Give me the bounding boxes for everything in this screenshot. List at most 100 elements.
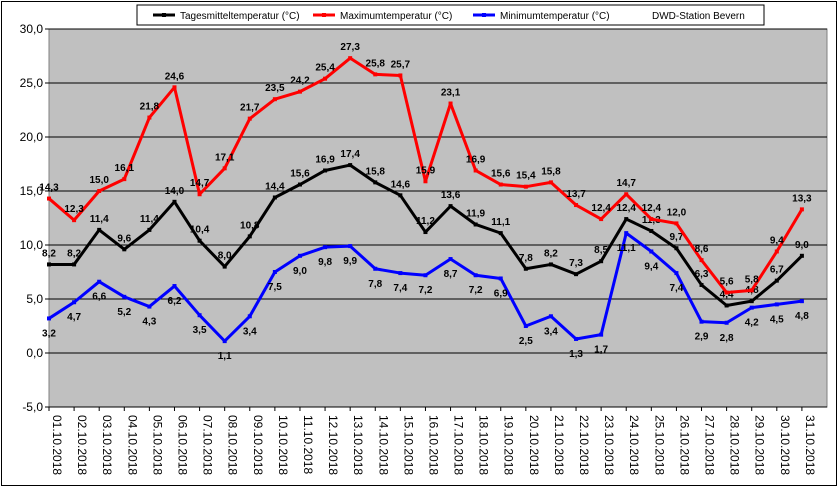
series-2-data-label: 1,3	[569, 349, 583, 360]
series-1-point	[72, 218, 77, 223]
series-0-point	[448, 204, 453, 209]
x-tick-label: 28.10.2018	[728, 415, 742, 475]
x-tick-label: 02.10.2018	[75, 415, 89, 475]
x-tick-label: 09.10.2018	[251, 415, 265, 475]
series-0-point	[272, 195, 277, 200]
legend-box	[136, 4, 765, 26]
series-2-data-label: 6,2	[168, 296, 182, 307]
series-2-data-label: 9,8	[318, 257, 332, 268]
series-1-data-label: 14,7	[190, 178, 210, 189]
series-2-data-label: 9,0	[293, 266, 307, 277]
series-2-data-label: 7,2	[469, 285, 483, 296]
series-2-point	[247, 314, 252, 319]
series-1-point	[122, 177, 127, 182]
series-1-point	[423, 179, 428, 184]
series-0-point	[523, 266, 528, 271]
series-1-point	[699, 258, 704, 263]
x-tick-label: 07.10.2018	[201, 415, 215, 475]
series-0-point	[423, 230, 428, 235]
series-1-data-label: 14,7	[616, 178, 636, 189]
series-1-data-label: 12,4	[591, 203, 611, 214]
series-2-point	[574, 336, 579, 341]
series-1-point	[272, 97, 277, 102]
series-2-point	[197, 313, 202, 318]
series-0-point	[147, 227, 152, 232]
series-2-point	[473, 273, 478, 278]
series-2-point	[799, 299, 804, 304]
series-1-data-label: 8,6	[695, 244, 709, 255]
series-2-point	[172, 284, 177, 289]
series-0-point	[373, 180, 378, 185]
series-1-data-label: 15,0	[89, 175, 109, 186]
y-tick-label: 5,0	[26, 292, 43, 306]
series-1-point	[523, 184, 528, 189]
y-tick-label: 25,0	[20, 76, 44, 90]
series-2-data-label: 2,8	[720, 333, 734, 344]
series-0-point	[624, 217, 629, 222]
legend-label-1: Maximumtemperatur (°C)	[340, 11, 452, 22]
series-0-data-label: 8,2	[544, 248, 558, 259]
series-0-point	[724, 303, 729, 308]
series-2-point	[774, 302, 779, 307]
series-2-point	[724, 320, 729, 325]
series-1-data-label: 24,2	[290, 76, 310, 87]
series-2-point	[523, 324, 528, 328]
series-1-data-label: 15,6	[491, 169, 511, 180]
series-0-point	[498, 231, 503, 236]
y-tick-label: 10,0	[20, 238, 44, 252]
series-1-point	[674, 221, 679, 226]
x-tick-label: 23.10.2018	[602, 415, 616, 475]
series-1-point	[297, 89, 302, 94]
series-1-point	[222, 166, 227, 171]
series-1-point	[473, 168, 478, 173]
series-2-data-label: 8,7	[444, 269, 458, 280]
series-1-point	[97, 189, 102, 193]
legend-marker-0	[162, 13, 166, 17]
series-2-data-label: 5,2	[117, 307, 131, 318]
series-2-data-label: 4,7	[67, 312, 81, 323]
series-1-data-label: 16,9	[466, 154, 486, 165]
series-0-point	[247, 234, 252, 239]
series-1-data-label: 15,8	[541, 166, 561, 177]
series-1-data-label: 16,1	[115, 163, 135, 174]
series-2-point	[97, 279, 102, 284]
series-2-data-label: 2,5	[519, 336, 533, 347]
series-1-data-label: 25,8	[366, 58, 386, 69]
series-0-point	[699, 282, 704, 287]
series-1-point	[574, 203, 579, 208]
series-0-data-label: 8,0	[218, 251, 232, 262]
x-tick-label: 21.10.2018	[552, 415, 566, 475]
series-0-point	[574, 272, 579, 277]
series-2-data-label: 7,4	[393, 283, 407, 294]
series-0-data-label: 16,9	[315, 154, 335, 165]
series-2-point	[47, 316, 51, 321]
series-2-data-label: 9,9	[343, 256, 357, 267]
series-2-data-label: 4,3	[142, 317, 156, 328]
series-1-data-label: 12,0	[667, 207, 687, 218]
x-tick-label: 17.10.2018	[452, 415, 466, 475]
series-2-data-label: 11,1	[617, 243, 636, 254]
series-1-data-label: 25,4	[315, 63, 335, 74]
series-1-data-label: 23,5	[265, 83, 285, 94]
series-1-data-label: 17,1	[215, 152, 235, 163]
series-1-point	[448, 101, 453, 106]
series-0-data-label: 11,2	[416, 216, 435, 227]
series-1-point	[774, 249, 779, 254]
x-tick-label: 10.10.2018	[276, 415, 290, 475]
series-1-point	[172, 85, 177, 90]
series-0-data-label: 9,0	[795, 240, 809, 251]
series-0-point	[122, 247, 127, 252]
series-2-point	[348, 244, 353, 249]
series-2-point	[423, 273, 428, 278]
y-tick-label: -5,0	[22, 400, 43, 414]
series-0-data-label: 9,6	[117, 233, 131, 244]
series-2-data-label: 3,5	[193, 325, 207, 336]
series-1-data-label: 13,3	[792, 193, 812, 204]
series-2-point	[398, 271, 403, 276]
series-0-data-label: 11,9	[466, 208, 485, 219]
series-2-point	[222, 339, 227, 344]
series-0-point	[473, 222, 478, 227]
series-0-point	[72, 262, 77, 267]
series-1-data-label: 12,3	[64, 204, 84, 215]
x-tick-label: 03.10.2018	[100, 415, 114, 475]
